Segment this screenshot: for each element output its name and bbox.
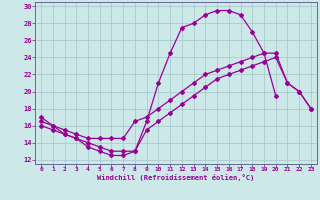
X-axis label: Windchill (Refroidissement éolien,°C): Windchill (Refroidissement éolien,°C)	[97, 174, 255, 181]
